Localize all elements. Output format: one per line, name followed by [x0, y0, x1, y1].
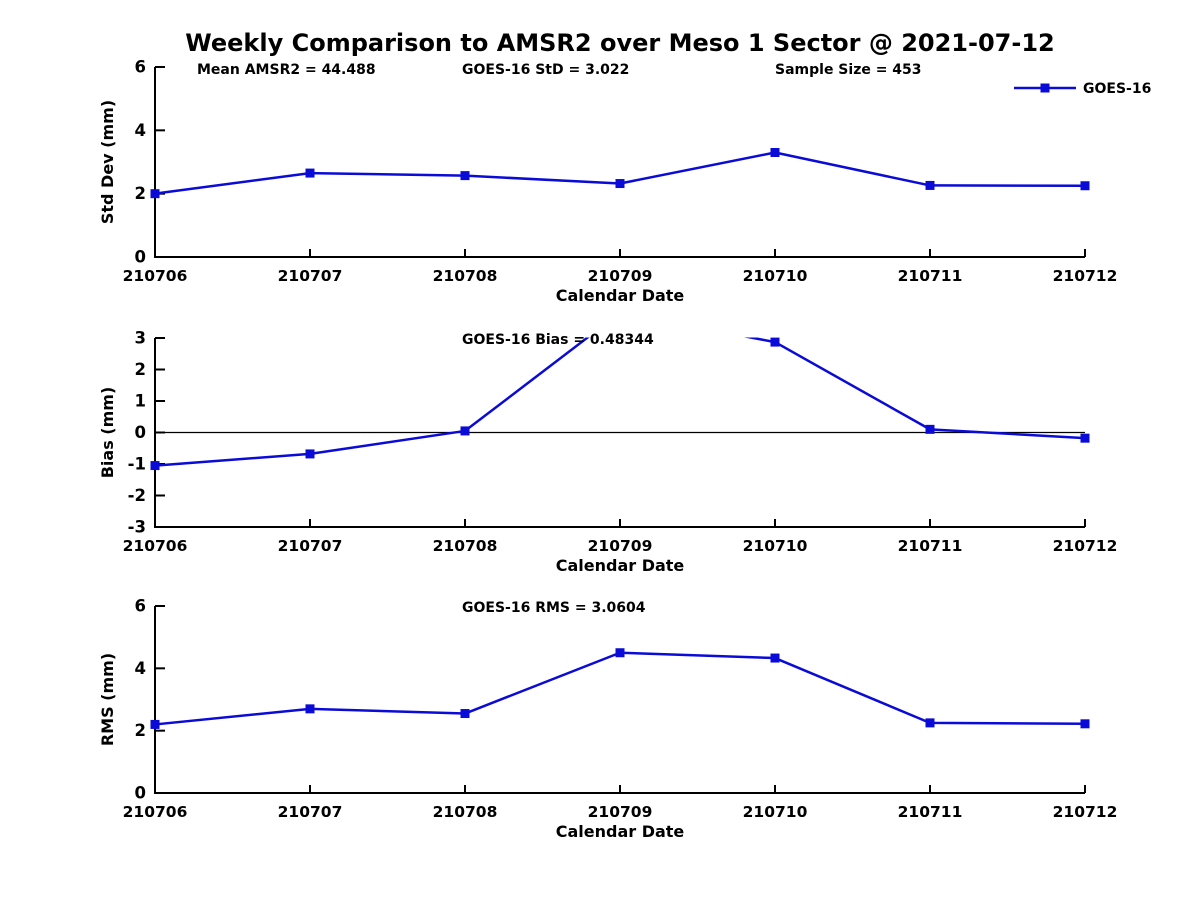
- x-axis-title: Calendar Date: [556, 556, 685, 575]
- x-tick-label: 210708: [433, 803, 498, 821]
- data-point-marker: [460, 171, 470, 181]
- x-tick-label: 210709: [588, 537, 653, 555]
- data-point-marker: [770, 653, 780, 663]
- y-tick-label: 4: [135, 659, 146, 678]
- x-tick-label: 210709: [588, 267, 653, 285]
- data-point-marker: [1080, 719, 1090, 729]
- data-point-marker: [1080, 433, 1090, 443]
- x-tick-label: 210710: [743, 803, 808, 821]
- series-group: [150, 148, 1090, 199]
- data-point-marker: [460, 709, 470, 719]
- x-tick-label: 210709: [588, 803, 653, 821]
- y-axis-title: Std Dev (mm): [98, 100, 117, 224]
- series-group: [150, 648, 1090, 729]
- x-axis-title: Calendar Date: [556, 286, 685, 305]
- x-tick-label: 210711: [898, 537, 963, 555]
- data-point-marker: [615, 179, 625, 189]
- y-tick-label: 0: [135, 248, 146, 267]
- annotation-text: GOES-16 Bias = 0.48344: [462, 332, 654, 348]
- data-point-marker: [925, 180, 935, 190]
- x-tick-label: 210707: [278, 537, 343, 555]
- annotation-text: Mean AMSR2 = 44.488: [197, 62, 376, 78]
- data-point-marker: [1080, 181, 1090, 191]
- y-axis-title: Bias (mm): [98, 387, 117, 479]
- x-tick-label: 210711: [898, 803, 963, 821]
- x-tick-label: 210710: [743, 537, 808, 555]
- y-tick-label: 1: [135, 392, 146, 411]
- y-tick-label: -1: [128, 455, 146, 474]
- figure-title: Weekly Comparison to AMSR2 over Meso 1 S…: [185, 29, 1055, 57]
- y-axis-title: RMS (mm): [98, 653, 117, 746]
- data-point-marker: [460, 426, 470, 436]
- series-group: [150, 308, 1090, 471]
- x-tick-label: 210708: [433, 537, 498, 555]
- y-tick-label: -2: [128, 486, 146, 505]
- series-line: [154, 651, 1086, 726]
- x-tick-label: 210706: [123, 537, 188, 555]
- data-point-marker: [770, 148, 780, 157]
- y-tick-label: 0: [135, 784, 146, 803]
- y-tick-label: 6: [135, 597, 146, 616]
- x-tick-label: 210707: [278, 803, 343, 821]
- subplot-rms-mm-: 210706 210707 210708 210709 210710 210711 2107…: [98, 597, 1117, 842]
- x-tick-label: 210708: [433, 267, 498, 285]
- data-point-marker: [305, 168, 315, 178]
- data-point-marker: [770, 337, 780, 347]
- data-point-marker: [150, 189, 160, 199]
- y-tick-label: 4: [135, 121, 146, 140]
- x-tick-label: 210706: [123, 267, 188, 285]
- x-axis-title: Calendar Date: [556, 822, 685, 841]
- subplot-bias-mm-: 210706 210707 210708 210709 210710 210711 2107…: [98, 308, 1118, 576]
- y-tick-label: 3: [135, 329, 146, 348]
- annotation-text: GOES-16 RMS = 3.0604: [462, 600, 646, 616]
- legend: GOES-16: [1014, 81, 1151, 97]
- data-point-marker: [150, 461, 160, 471]
- legend-label: GOES-16: [1083, 81, 1151, 97]
- y-tick-label: 0: [135, 423, 146, 442]
- data-point-marker: [616, 308, 625, 317]
- x-tick-label: 210712: [1053, 803, 1118, 821]
- x-tick-label: 210712: [1053, 267, 1118, 285]
- y-tick-label: 2: [135, 721, 146, 740]
- data-point-marker: [615, 648, 625, 658]
- data-point-marker: [925, 424, 935, 434]
- y-tick-label: 2: [135, 184, 146, 203]
- data-point-marker: [305, 704, 315, 714]
- x-tick-label: 210707: [278, 267, 343, 285]
- data-point-marker: [925, 718, 935, 728]
- x-tick-label: 210710: [743, 267, 808, 285]
- y-tick-label: -3: [128, 518, 146, 537]
- y-tick-label: 6: [135, 58, 146, 77]
- annotation-text: GOES-16 StD = 3.022: [462, 62, 629, 78]
- axis-frame: [154, 606, 1085, 794]
- y-tick-label: 2: [135, 360, 146, 379]
- data-point-marker: [150, 719, 160, 729]
- x-tick-label: 210711: [898, 267, 963, 285]
- subplot-std-dev-mm-: 210706 210707 210708 210709 210710 210711 2107…: [98, 58, 1151, 306]
- annotation-text: Sample Size = 453: [775, 62, 922, 78]
- x-tick-label: 210706: [123, 803, 188, 821]
- legend-marker: [1040, 83, 1050, 93]
- x-tick-label: 210712: [1053, 537, 1118, 555]
- data-point-marker: [305, 449, 315, 459]
- axis-frame: [154, 67, 1085, 258]
